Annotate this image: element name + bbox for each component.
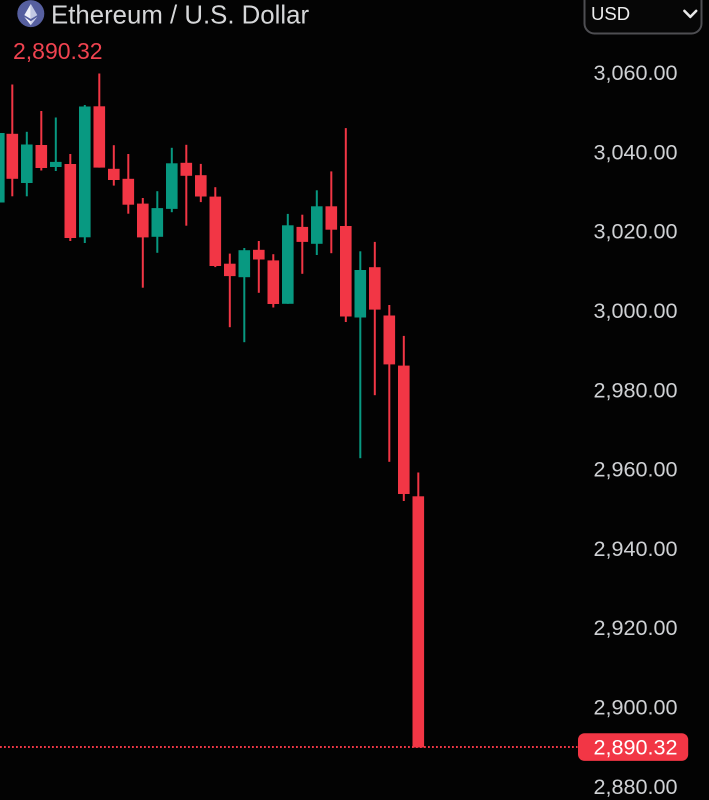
svg-text:3,060.00: 3,060.00 — [594, 60, 678, 85]
svg-text:2,900.00: 2,900.00 — [594, 695, 678, 720]
svg-text:2,940.00: 2,940.00 — [594, 536, 678, 561]
svg-text:2,980.00: 2,980.00 — [594, 377, 678, 402]
svg-text:3,040.00: 3,040.00 — [594, 139, 678, 164]
svg-text:2,960.00: 2,960.00 — [594, 457, 678, 482]
svg-text:2,880.00: 2,880.00 — [594, 774, 678, 799]
svg-text:2,890.32: 2,890.32 — [594, 734, 678, 759]
svg-text:2,920.00: 2,920.00 — [594, 615, 678, 640]
svg-text:3,020.00: 3,020.00 — [594, 219, 678, 244]
svg-text:USD: USD — [591, 3, 630, 24]
svg-text:2,890.32: 2,890.32 — [13, 38, 103, 64]
svg-text:Ethereum / U.S. Dollar: Ethereum / U.S. Dollar — [51, 2, 309, 30]
svg-text:3,000.00: 3,000.00 — [594, 298, 678, 323]
